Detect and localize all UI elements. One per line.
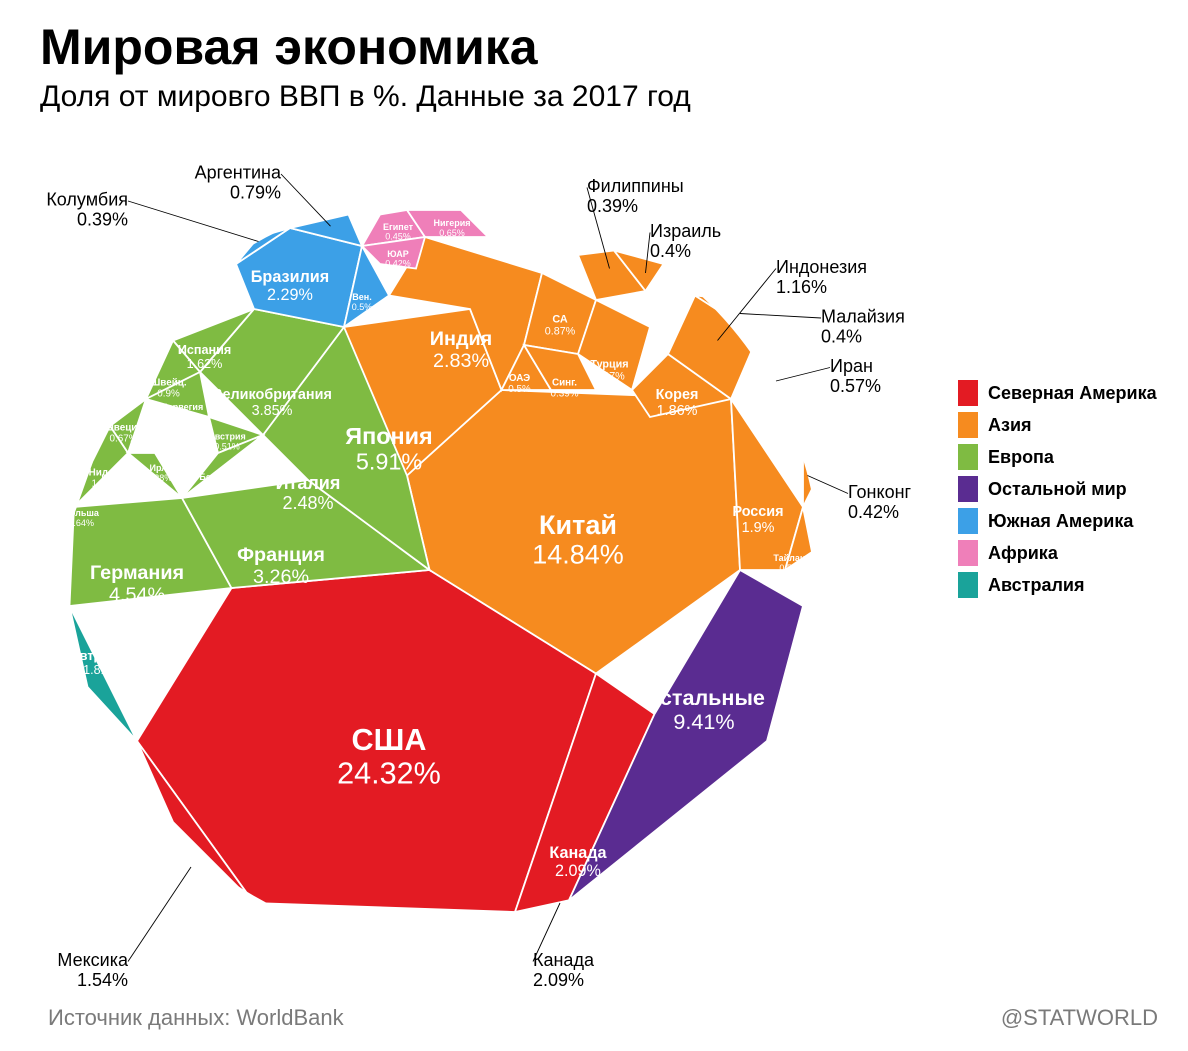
label-india: Индия2.83% xyxy=(430,328,492,372)
label-italy: Италия2.48% xyxy=(276,473,341,513)
credit-text: @STATWORLD xyxy=(1001,1005,1158,1031)
label-uae: ОАЭ0.5% xyxy=(508,373,531,395)
legend-row: Африка xyxy=(958,540,1168,566)
label-norway: Норвегия0.52% xyxy=(161,402,203,422)
label-ven: Вен.0.5% xyxy=(352,292,373,312)
callout-argentina: Аргентина0.79% xyxy=(195,163,282,203)
legend-label: Европа xyxy=(988,447,1054,468)
legend-row: Европа xyxy=(958,444,1168,470)
cell-iran xyxy=(758,336,803,435)
legend-swatch xyxy=(958,572,978,598)
voronoi-chart: США24.32%Канада2.09%Остальные9.41%Китай1… xyxy=(20,120,920,1020)
legend-swatch xyxy=(958,540,978,566)
legend-label: Северная Америка xyxy=(988,383,1157,404)
label-belgium: Бельгия0.61% xyxy=(199,472,236,492)
label-korea: Корея1.86% xyxy=(656,387,699,419)
legend-row: Остальной мир xyxy=(958,476,1168,502)
callout-philippines: Филиппины0.39% xyxy=(587,176,684,216)
label-sing: Синг.0.39% xyxy=(550,378,578,400)
source-text: Источник данных: WorldBank xyxy=(48,1005,344,1031)
legend-row: Южная Америка xyxy=(958,508,1168,534)
legend-row: Австралия xyxy=(958,572,1168,598)
legend-row: Северная Америка xyxy=(958,380,1168,406)
legend-label: Австралия xyxy=(988,575,1084,596)
legend-swatch xyxy=(958,476,978,502)
label-sweden: Швеция0.67% xyxy=(104,423,143,445)
callout-malaysia: Малайзия0.4% xyxy=(821,307,905,347)
label-thailand: Тайланд0.53% xyxy=(773,553,811,573)
callout-indonesia: Индонезия1.16% xyxy=(776,257,867,297)
legend-label: Азия xyxy=(988,415,1032,436)
chart-title: Мировая экономика xyxy=(40,18,538,76)
legend-label: Африка xyxy=(988,543,1058,564)
label-southafrica: ЮАР0.42% xyxy=(385,249,411,269)
label-egypt: Египет0.45% xyxy=(383,222,414,242)
legend-row: Азия xyxy=(958,412,1168,438)
callout-iran: Иран0.57% xyxy=(830,356,881,396)
label-netherlands: Нидер.1.01% xyxy=(89,468,123,490)
legend-swatch xyxy=(958,508,978,534)
label-canada: Канада2.09% xyxy=(549,844,607,880)
callout-israel: Израиль0.4% xyxy=(650,221,721,261)
callout-canada: Канада2.09% xyxy=(533,950,595,990)
callout-colombia: Колумбия0.39% xyxy=(46,190,128,230)
legend: Северная Америка Азия Европа Остальной мир Ю… xyxy=(958,380,1168,604)
legend-swatch xyxy=(958,380,978,406)
legend-swatch xyxy=(958,412,978,438)
label-japan: Япония5.91% xyxy=(345,423,432,475)
chart-subtitle: Доля от мировго ВВП в %. Данные за 2017 … xyxy=(40,80,691,114)
label-turkey: Турция0.97% xyxy=(590,359,628,383)
label-ireland: Ирл.0.38% xyxy=(147,463,173,483)
legend-swatch xyxy=(958,444,978,470)
label-china: Китай14.84% xyxy=(532,510,624,570)
callout-mexico: Мексика1.54% xyxy=(57,950,129,990)
legend-label: Южная Америка xyxy=(988,511,1133,532)
callout-hongkong: Гонконг0.42% xyxy=(848,482,912,522)
legend-label: Остальной мир xyxy=(988,479,1127,500)
label-usa: США24.32% xyxy=(337,723,441,791)
